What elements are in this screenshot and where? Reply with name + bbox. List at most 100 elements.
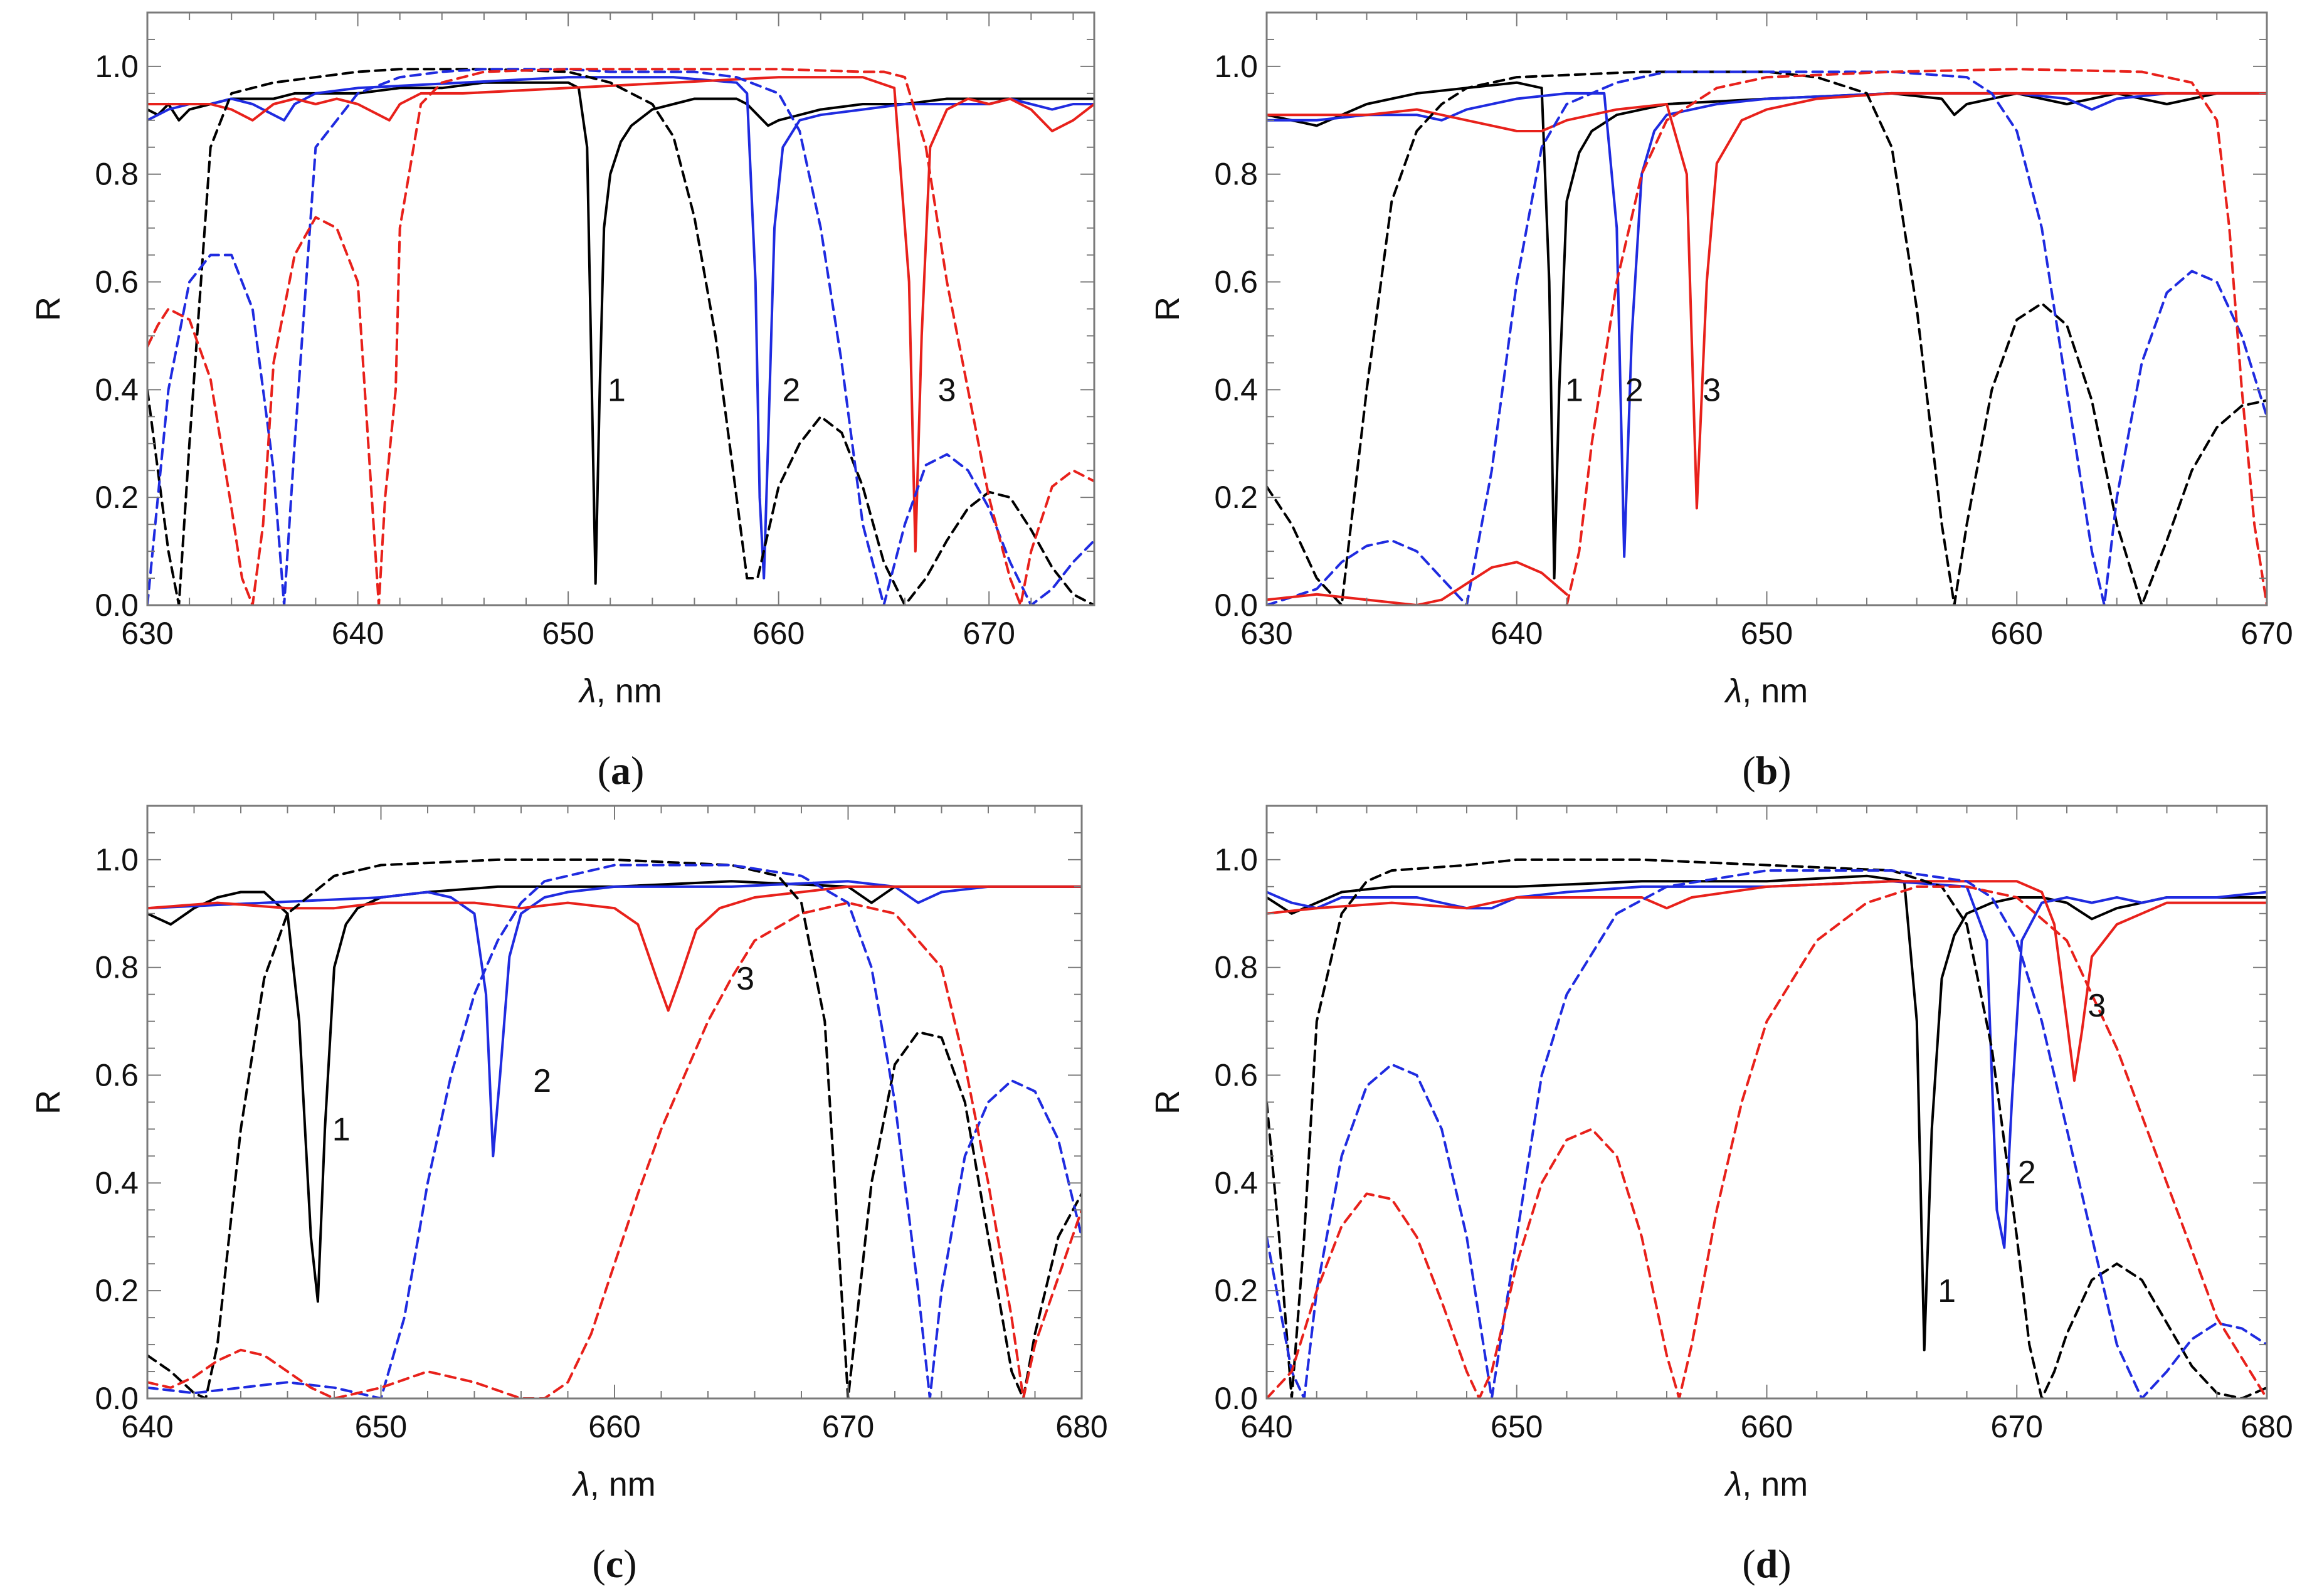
y-tick-label: 0.8 — [1214, 950, 1258, 985]
y-tick-label: 0.0 — [1214, 588, 1258, 623]
curve-label: 3 — [938, 372, 956, 408]
y-tick-label: 0.4 — [1214, 372, 1258, 407]
series-line — [1267, 70, 2267, 605]
curve-label: 1 — [1565, 372, 1583, 408]
x-axis-label-unit: , nm — [590, 1466, 656, 1503]
panel-caption-letter: c — [606, 1541, 623, 1586]
x-tick-label: 650 — [542, 616, 594, 651]
plot-frame — [1265, 805, 2268, 1400]
series-line — [147, 68, 1094, 605]
y-tick-label: 0.6 — [1214, 265, 1258, 300]
y-tick-label: 1.0 — [1214, 49, 1258, 84]
x-axis-label: λ, nm — [1724, 672, 1808, 710]
x-tick-label: 660 — [1991, 616, 2043, 651]
y-tick-label: 0.0 — [95, 1381, 139, 1416]
panel-d: 640 650 660 670 680 0.0 0.2 0.4 0.6 0.8 1.0 λ, nm R 1… — [1149, 805, 2293, 1586]
curve-label: 3 — [1702, 372, 1721, 408]
curve-label: 3 — [2088, 988, 2106, 1024]
y-tick-label: 0.2 — [95, 1273, 139, 1308]
panel-caption-letter: a — [611, 748, 631, 793]
series-line — [147, 901, 1082, 1398]
x-tick-label: 650 — [355, 1409, 407, 1444]
y-tick-label: 0.0 — [95, 588, 139, 623]
y-tick-label: 0.2 — [95, 480, 139, 515]
x-axis-label: λ, nm — [578, 672, 662, 710]
x-tick-label: 630 — [1240, 616, 1292, 651]
panel-caption-paren: ) — [1778, 748, 1791, 793]
panel-b: 630 640 650 660 670 0.0 0.2 0.4 0.6 0.8 1.0 λ, nm R 1… — [1149, 11, 2293, 793]
x-axis-label-symbol: λ — [1724, 672, 1743, 710]
x-tick-label: 640 — [332, 616, 384, 651]
x-tick-label: 670 — [1991, 1409, 2043, 1444]
y-tick-label: 0.6 — [1214, 1058, 1258, 1093]
series-line — [1267, 885, 2267, 1398]
series-group — [147, 68, 1094, 605]
series-line — [1267, 858, 2267, 1398]
panel-caption-letter: b — [1756, 748, 1778, 793]
panel-caption: (d) — [1742, 1541, 1791, 1586]
x-tick-label: 680 — [2241, 1409, 2293, 1444]
curve-label: 1 — [1938, 1273, 1956, 1309]
series-line — [147, 880, 1082, 1158]
x-tick-label: 670 — [963, 616, 1015, 651]
series-line — [147, 880, 1082, 1303]
y-tick-label: 0.4 — [95, 1165, 139, 1200]
y-tick-label: 0.8 — [95, 157, 139, 192]
series-line — [147, 864, 1082, 1398]
y-tick-label: 0.8 — [1214, 157, 1258, 192]
curve-label: 2 — [2018, 1155, 2036, 1191]
x-tick-label: 630 — [121, 616, 173, 651]
series-line — [1267, 81, 2267, 579]
y-axis-label: R — [1149, 297, 1186, 321]
panel-caption-paren: ( — [1742, 748, 1755, 793]
x-tick-label: 640 — [1240, 1409, 1292, 1444]
series-group — [1267, 858, 2267, 1398]
x-axis-label-symbol: λ — [1724, 1466, 1743, 1503]
plot-frame — [146, 805, 1083, 1400]
panel-caption: (a) — [598, 748, 645, 793]
series-line — [147, 76, 1094, 579]
x-axis-label-unit: , nm — [1742, 672, 1808, 710]
y-tick-label: 0.2 — [1214, 1273, 1258, 1308]
x-axis-label-symbol: λ — [578, 672, 596, 710]
x-tick-label: 680 — [1055, 1409, 1107, 1444]
y-tick-label: 0.2 — [1214, 480, 1258, 515]
series-line — [1267, 869, 2267, 1398]
x-tick-label: 650 — [1741, 616, 1793, 651]
x-axis-label-unit: , nm — [1742, 1466, 1808, 1503]
curve-label: 2 — [533, 1063, 551, 1099]
series-line — [1565, 68, 2267, 605]
series-line — [1267, 92, 2267, 510]
panel-caption-paren: ) — [1778, 1541, 1791, 1586]
x-tick-label: 660 — [752, 616, 805, 651]
plot-frame — [1265, 11, 2268, 606]
curve-label: 1 — [332, 1111, 351, 1148]
panel-caption: (c) — [592, 1541, 636, 1586]
x-tick-label: 670 — [822, 1409, 874, 1444]
series-line — [147, 858, 1082, 1398]
panel-a: 630 640 650 660 670 0.0 0.2 0.4 0.6 0.8 1.0 λ, nm R 1… — [29, 11, 1095, 793]
x-axis-label-unit: , nm — [596, 672, 662, 710]
series-line — [1267, 92, 2267, 558]
x-tick-label: 660 — [1741, 1409, 1793, 1444]
x-tick-label: 660 — [588, 1409, 640, 1444]
series-line — [1267, 561, 1568, 605]
y-tick-label: 1.0 — [95, 842, 139, 877]
x-tick-label: 640 — [1491, 616, 1543, 651]
y-tick-label: 0.6 — [95, 1058, 139, 1093]
x-axis-label: λ, nm — [1724, 1466, 1808, 1503]
curve-label: 1 — [608, 372, 626, 408]
panel-caption: (b) — [1742, 748, 1791, 793]
y-tick-label: 0.0 — [1214, 1381, 1258, 1416]
series-line — [1267, 874, 2267, 1351]
y-tick-label: 0.4 — [95, 372, 139, 407]
y-axis-label: R — [29, 297, 67, 321]
curve-label: 2 — [782, 372, 800, 408]
x-tick-label: 640 — [121, 1409, 173, 1444]
series-line — [147, 885, 1082, 1012]
y-tick-label: 1.0 — [95, 49, 139, 84]
y-axis-label: R — [1149, 1090, 1186, 1114]
curve-label: 2 — [1625, 372, 1644, 408]
series-line — [147, 76, 1094, 553]
